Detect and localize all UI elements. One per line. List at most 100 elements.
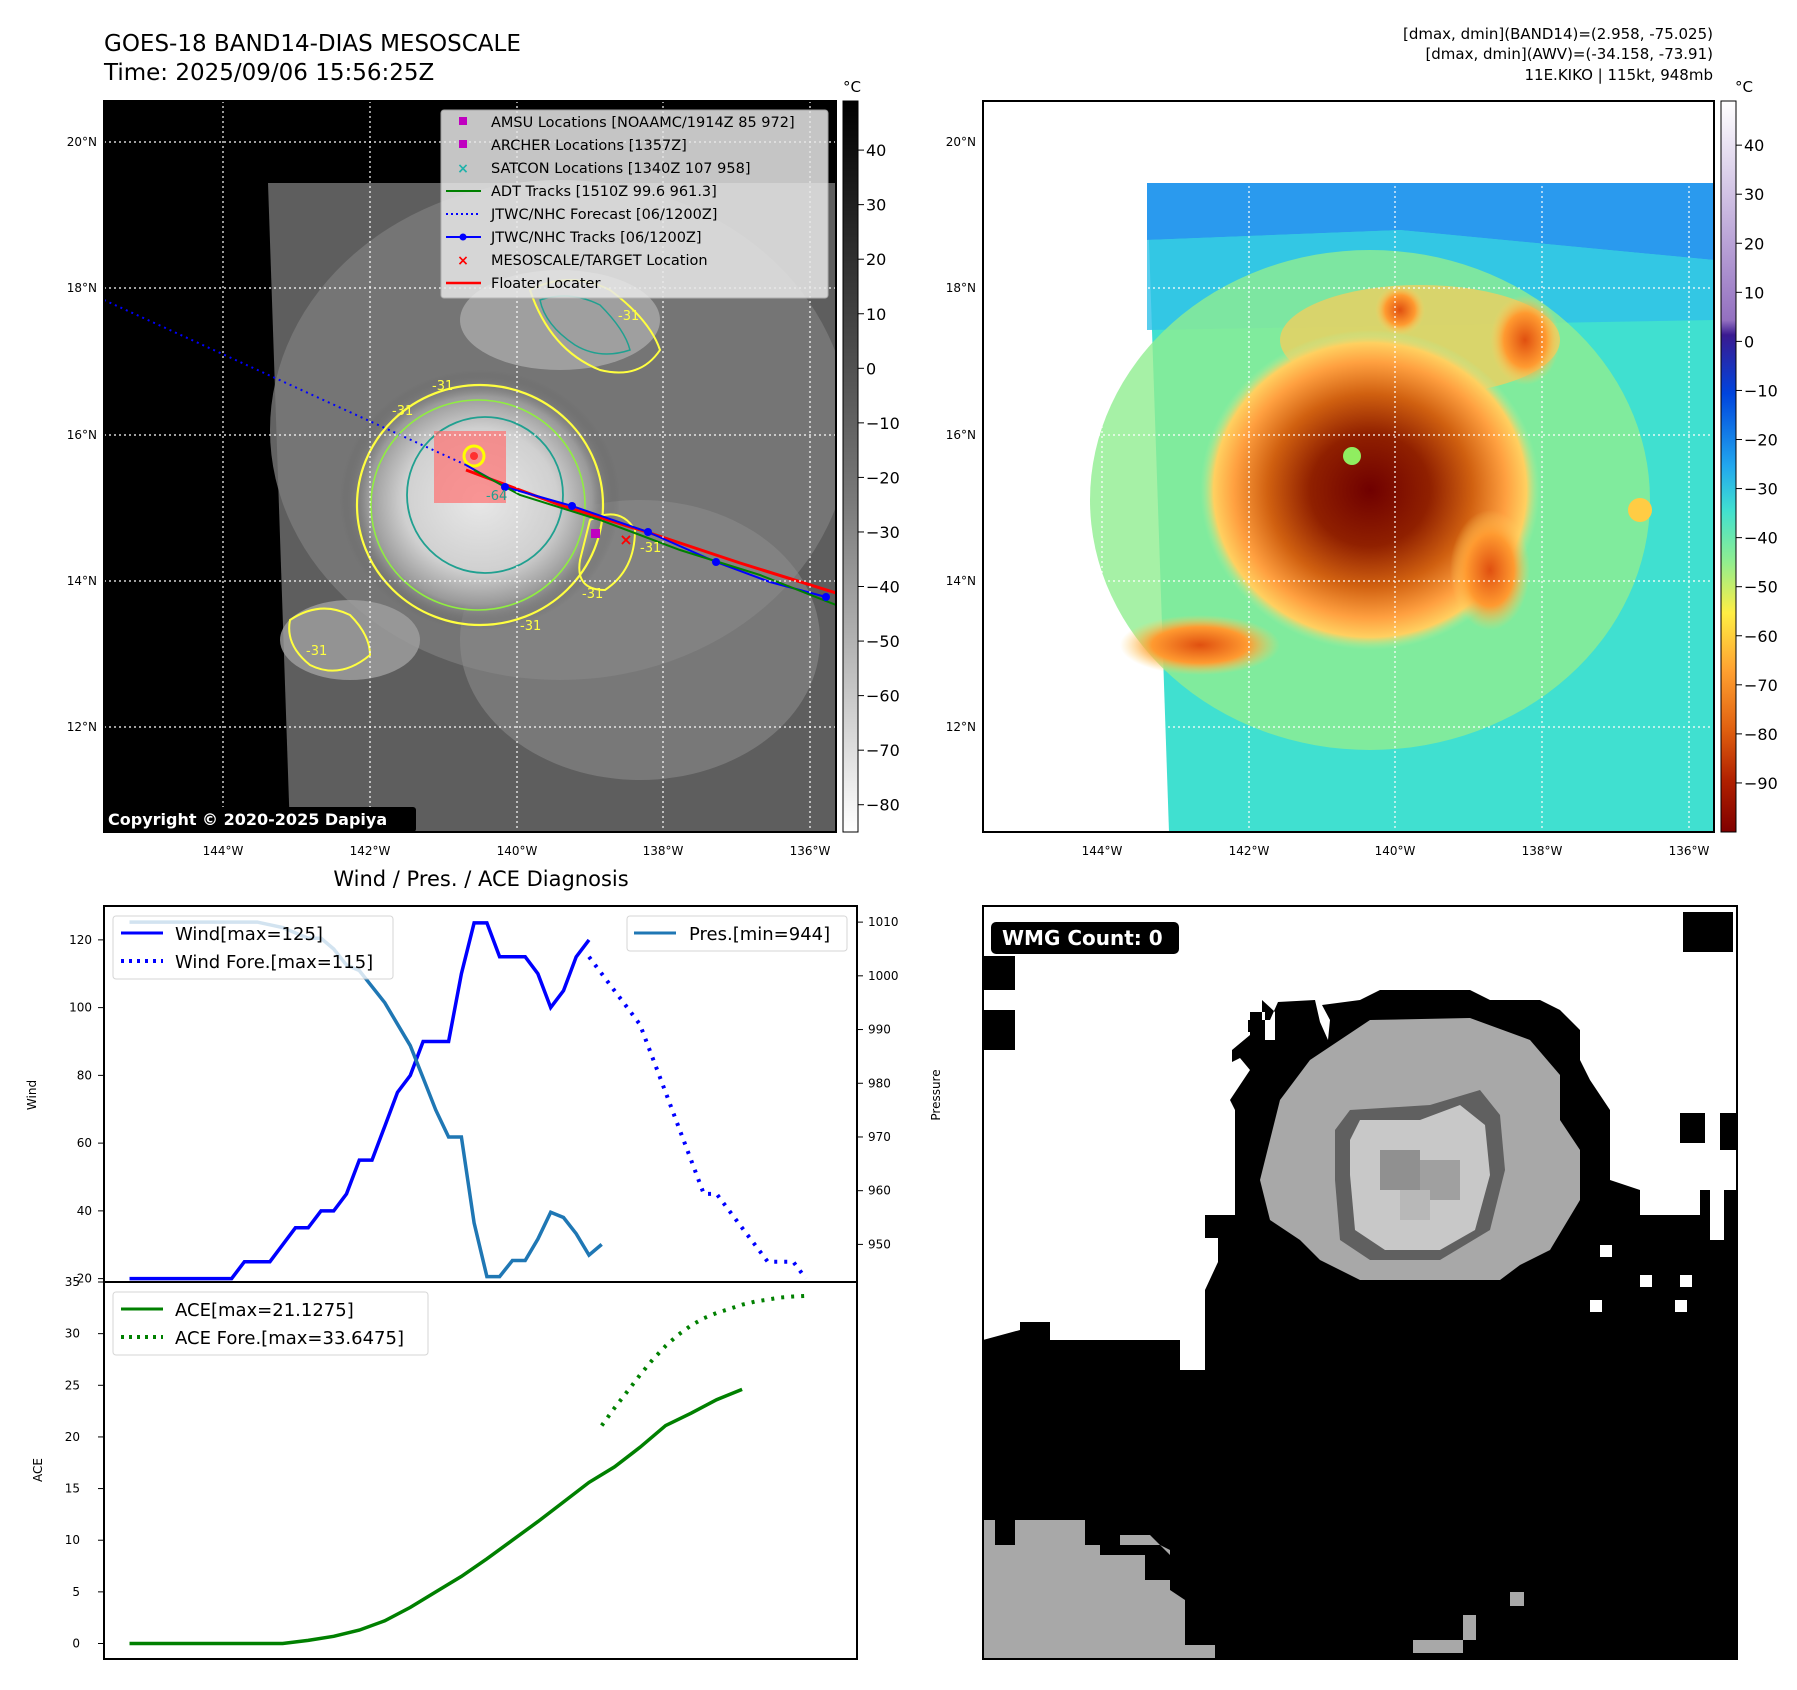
- legend-marker-mesoscale: ×: [457, 253, 469, 269]
- wv-colorbar-unit: °C: [1735, 78, 1753, 96]
- legend-pres-label: Pres.[min=944]: [689, 924, 830, 945]
- eye-contour: [462, 444, 486, 468]
- wv-lat-tick-12: 12°N: [946, 720, 976, 734]
- info-line-1: [dmax, dmin](BAND14)=(2.958, -75.025): [1403, 25, 1713, 43]
- ir-colorbar-tick: 40: [866, 141, 886, 160]
- legend-marker-archer: [459, 140, 467, 148]
- contour-inner-teal: [406, 416, 564, 574]
- wv-colorbar-tick: −30: [1744, 480, 1778, 499]
- wind-tick-label: 60: [77, 1136, 92, 1150]
- ir-colorbar-tick: 20: [866, 250, 886, 269]
- contour-label-6: -31: [520, 619, 541, 634]
- ir-lon-tick-136: 136°W: [790, 844, 831, 858]
- info-line-2: [dmax, dmin](AWV)=(-34.158, -73.91): [1425, 45, 1713, 63]
- wv-colorbar-tick: −80: [1744, 725, 1778, 744]
- ace-legend: ACE[max=21.1275] ACE Fore.[max=33.6475]: [112, 1291, 429, 1356]
- legend-label-forecast: JTWC/NHC Forecast [06/1200Z]: [490, 207, 717, 223]
- wind-tick-label: 40: [77, 1204, 92, 1218]
- legend-marker-amsu: [459, 117, 467, 125]
- ir-map-panel: × -31 -31 -31 -31 -31 -64 -31 -31: [67, 100, 837, 858]
- mesoscale-target-marker: ×: [619, 530, 632, 549]
- wv-eye: [1343, 447, 1361, 465]
- wv-colorbar-tick: −90: [1744, 774, 1778, 793]
- legend-wind-fore-label: Wind Fore.[max=115]: [175, 952, 373, 973]
- wmg-panel: WMG Count: 0: [982, 905, 1738, 1660]
- pressure-axis-label: Pressure: [929, 1069, 943, 1120]
- ir-colorbar-tick: −80: [866, 796, 900, 815]
- wv-colorbar-tick: 0: [1744, 332, 1754, 351]
- legend-marker-satcon: ×: [457, 161, 469, 177]
- contour-label-5: -31: [306, 644, 327, 659]
- wv-lat-tick-20: 20°N: [946, 135, 976, 149]
- forecast-track-line: [104, 299, 467, 466]
- ace-tick-label: 25: [65, 1378, 80, 1392]
- ir-colorbar-tick: −20: [866, 468, 900, 487]
- wv-colorbar-tick: 10: [1744, 283, 1764, 302]
- wind-tick-label: 120: [69, 933, 92, 947]
- wind-axis-label: Wind: [25, 1080, 39, 1110]
- pressure-tick-label: 1010: [868, 915, 899, 929]
- legend-label-tracks: JTWC/NHC Tracks [06/1200Z]: [490, 230, 702, 246]
- wind-tick-label: 100: [69, 1001, 92, 1015]
- wv-lon-tick-138: 138°W: [1522, 844, 1563, 858]
- wind-pressure-chart: 20 40 60 80 100 120 950 960 970 980 990 1000 1010 W…: [25, 905, 943, 1286]
- diagnosis-title: Wind / Pres. / ACE Diagnosis: [333, 867, 628, 891]
- ace-chart: 0 5 10 15 20 25 30 35 ACE ACE[max=21.1275] ACE …: [31, 1275, 858, 1660]
- legend-ace-label: ACE[max=21.1275]: [175, 1300, 354, 1321]
- ace-tick-label: 10: [65, 1533, 80, 1547]
- wv-colorbar-tick: 30: [1744, 185, 1764, 204]
- info-line-3: 11E.KIKO | 115kt, 948mb: [1524, 66, 1713, 84]
- figure-title: GOES-18 BAND14-DIAS MESOSCALE: [104, 31, 521, 57]
- wv-colorbar-tick: −70: [1744, 676, 1778, 695]
- ace-axis-label: ACE: [31, 1458, 45, 1482]
- ir-lat-tick-20: 20°N: [67, 135, 97, 149]
- ace-tick-label: 35: [65, 1275, 80, 1289]
- legend-label-satcon: SATCON Locations [1340Z 107 958]: [491, 161, 750, 177]
- pressure-tick-label: 950: [868, 1237, 891, 1251]
- ace-tick-label: 0: [72, 1637, 80, 1651]
- ir-colorbar-tick: −40: [866, 578, 900, 597]
- wv-colorbar-tick: −10: [1744, 381, 1778, 400]
- wv-colorbar-tick: −20: [1744, 431, 1778, 450]
- contour-label-7: -31: [640, 541, 661, 556]
- ir-colorbar-tick: 30: [866, 196, 886, 215]
- ace-tick-label: 15: [65, 1482, 80, 1496]
- contour-label-2: -31: [392, 404, 413, 419]
- ir-colorbar-tick: −60: [866, 687, 900, 706]
- pressure-tick-label: 970: [868, 1130, 891, 1144]
- ir-colorbar: °C 40 30 20 10 0 −10 −20 −30 −40 −50 −60 −70 −80: [842, 78, 900, 833]
- wv-lat-tick-16: 16°N: [946, 428, 976, 442]
- ir-colorbar-tick: 10: [866, 305, 886, 324]
- series-wind-forecast-line: [587, 955, 808, 1280]
- ir-colorbar-tick: −50: [866, 632, 900, 651]
- copyright-box: [104, 807, 416, 832]
- ace-tick-label: 30: [65, 1327, 80, 1341]
- wmg-count-box: [991, 922, 1179, 954]
- legend-label-mesoscale: MESOSCALE/TARGET Location: [491, 253, 708, 269]
- legend-ace-fore-label: ACE Fore.[max=33.6475]: [175, 1328, 404, 1349]
- pressure-legend: Pres.[min=944]: [626, 915, 848, 952]
- ir-lat-tick-14: 14°N: [67, 574, 97, 588]
- ir-lat-tick-16: 16°N: [67, 428, 97, 442]
- copyright-text: Copyright © 2020-2025 Dapiya: [108, 810, 387, 829]
- wmg-count-text: WMG Count: 0: [1002, 926, 1163, 950]
- ir-colorbar-tick: −70: [866, 741, 900, 760]
- ir-colorbar-tick: −10: [866, 414, 900, 433]
- ace-tick-label: 5: [72, 1585, 80, 1599]
- wv-colorbar-tick: −60: [1744, 627, 1778, 646]
- ir-lat-tick-12: 12°N: [67, 720, 97, 734]
- pressure-tick-label: 980: [868, 1076, 891, 1090]
- wmg-lower-gray: [983, 1520, 1215, 1659]
- legend-wind-label: Wind[max=125]: [175, 924, 323, 945]
- ir-lon-tick-140: 140°W: [497, 844, 538, 858]
- wv-lon-tick-144: 144°W: [1082, 844, 1123, 858]
- series-ace-line: [129, 1387, 743, 1646]
- ir-colorbar-tick: 0: [866, 359, 876, 378]
- ir-colorbar-tick: −30: [866, 523, 900, 542]
- pressure-tick-label: 960: [868, 1184, 891, 1198]
- wv-colorbar-tick: −50: [1744, 578, 1778, 597]
- series-wind-line: [129, 921, 591, 1281]
- series-ace-forecast-line: [600, 1293, 806, 1427]
- wv-lon-tick-136: 136°W: [1669, 844, 1710, 858]
- wv-lat-tick-18: 18°N: [946, 281, 976, 295]
